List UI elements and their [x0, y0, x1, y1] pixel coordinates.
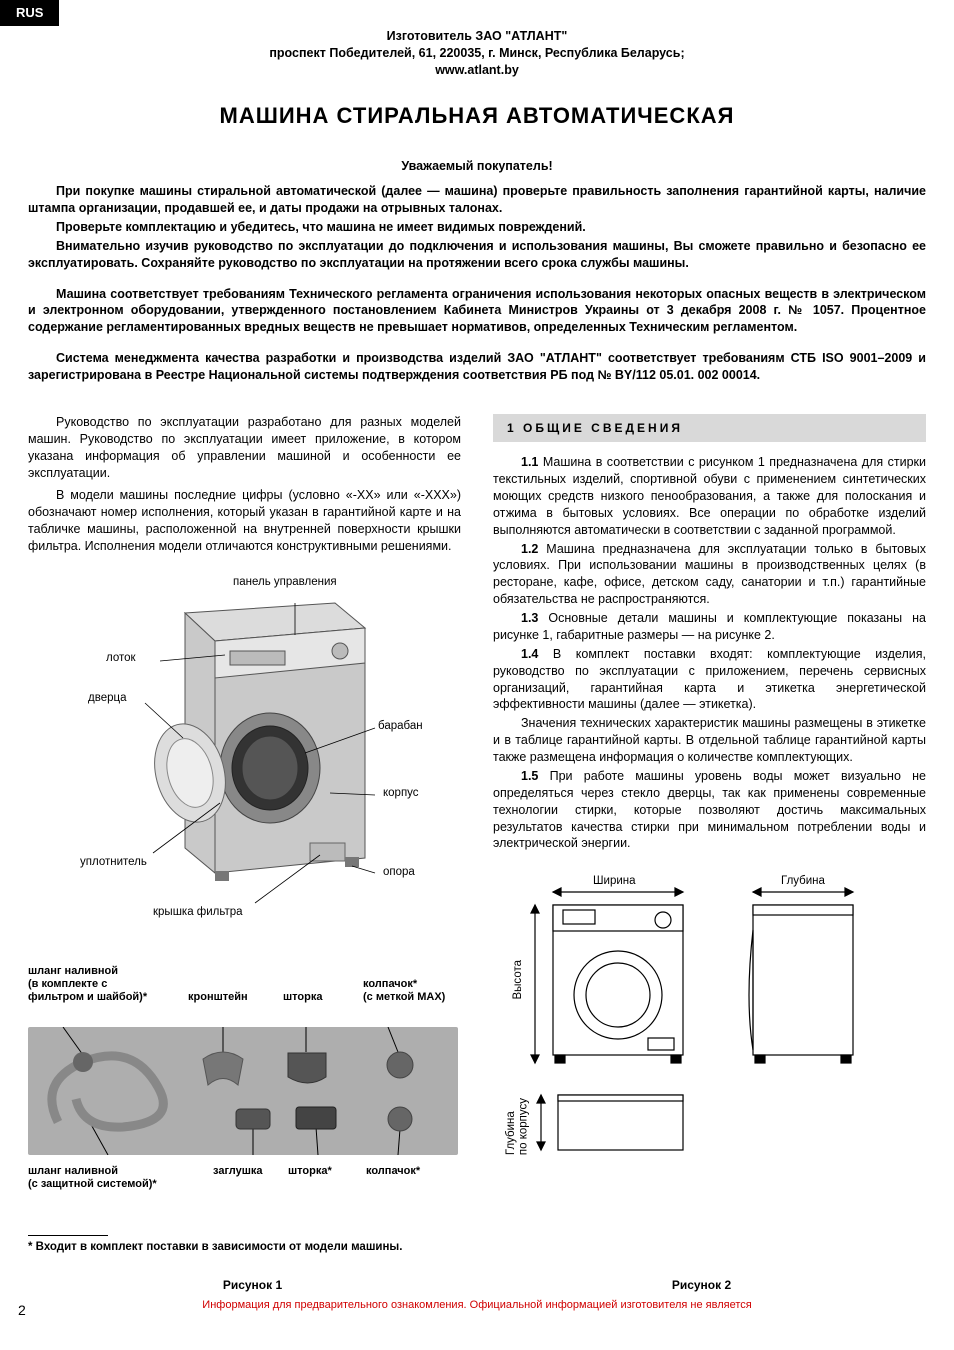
document-title: МАШИНА СТИРАЛЬНАЯ АВТОМАТИЧЕСКАЯ	[28, 101, 926, 131]
s1-p3: 1.3 Основные детали машины и комплектующ…	[493, 610, 926, 644]
label-tray: лоток	[106, 651, 136, 667]
intro-p1: При покупке машины стиральной автоматиче…	[28, 183, 926, 217]
dim-depth: Глубина	[781, 874, 825, 890]
d2-hose1-l3: фильтром и шайбой)*	[28, 991, 147, 1004]
d2-cap-l2: (с меткой MAX)	[363, 991, 445, 1004]
s1-p6-num: 1.5	[521, 769, 538, 783]
label-door: дверца	[88, 691, 126, 707]
salutation: Уважаемый покупатель!	[28, 158, 926, 175]
d2-plug: заглушка	[213, 1165, 263, 1178]
right-column: 1 ОБЩИЕ СВЕДЕНИЯ 1.1 Машина в соответств…	[493, 414, 926, 1256]
dim-depth-body-l1: Глубина	[505, 1111, 517, 1155]
s1-p4-num: 1.4	[521, 647, 538, 661]
s1-p3-text: Основные детали машины и комплектующие п…	[493, 611, 926, 642]
left-p2: В модели машины последние цифры (условно…	[28, 487, 461, 555]
d2-hose1-l1: шланг наливной	[28, 965, 147, 978]
s1-p6-text: При работе машины уровень воды может виз…	[493, 769, 926, 851]
intro-p3: Внимательно изучив руководство по эксплу…	[28, 238, 926, 272]
intro-block: При покупке машины стиральной автоматиче…	[28, 183, 926, 384]
left-column: Руководство по эксплуатации разработано …	[28, 414, 461, 1256]
s1-p4: 1.4 В комплект поставки входят: комплект…	[493, 646, 926, 714]
s1-p5: Значения технических характеристик машин…	[493, 715, 926, 766]
d2-cap2: колпачок*	[366, 1165, 420, 1178]
d2-curtain: шторка	[283, 991, 322, 1004]
label-seal: уплотнитель	[80, 855, 147, 871]
parts-photo-box	[28, 1027, 458, 1155]
d2-bracket: кронштейн	[188, 991, 248, 1004]
s1-p1: 1.1 Машина в соответствии с рисунком 1 п…	[493, 454, 926, 538]
label-panel: панель управления	[233, 575, 337, 591]
intro-p5: Система менеджмента качества разработки …	[28, 350, 926, 384]
d2-curtain2: шторка*	[288, 1165, 332, 1178]
d2-hose2-l2: (с защитной системой)*	[28, 1178, 157, 1191]
label-body: корпус	[383, 786, 419, 802]
manufacturer-line1: Изготовитель ЗАО "АТЛАНТ"	[28, 28, 926, 45]
parts-svg	[28, 1027, 458, 1155]
left-p1: Руководство по эксплуатации разработано …	[28, 414, 461, 482]
manufacturer-line3: www.atlant.by	[28, 62, 926, 79]
s1-p6: 1.5 При работе машины уровень воды может…	[493, 768, 926, 852]
label-drum: барабан	[378, 719, 423, 735]
diagram-1: панель управления лоток дверца барабан к…	[28, 573, 461, 943]
intro-p4: Машина соответствует требованиям Техниче…	[28, 286, 926, 337]
dimension-diagram: Ширина Глубина Высота Глубина по корпусу	[493, 880, 926, 1160]
language-tab: RUS	[0, 0, 59, 26]
dim-svg	[493, 880, 923, 1160]
s1-p1-num: 1.1	[521, 455, 538, 469]
diagram-2: шланг наливной (в комплекте с фильтром и…	[28, 965, 461, 1215]
s1-p2-text: Машина предназначена для эксплуатации то…	[493, 542, 926, 607]
intro-p2: Проверьте комплектацию и убедитесь, что …	[28, 219, 926, 236]
figure-2-caption: Рисунок 2	[477, 1277, 926, 1293]
d2-hose2-l1: шланг наливной	[28, 1165, 157, 1178]
dim-height: Высота	[511, 960, 527, 1000]
manufacturer-block: Изготовитель ЗАО "АТЛАНТ" проспект Побед…	[28, 0, 926, 79]
section-1-heading: 1 ОБЩИЕ СВЕДЕНИЯ	[493, 414, 926, 442]
label-support: опора	[383, 865, 415, 881]
label-filter-cover: крышка фильтра	[153, 905, 243, 921]
d2-hose1-l2: (в комплекте с	[28, 978, 147, 991]
manufacturer-line2: проспект Победителей, 61, 220035, г. Мин…	[28, 45, 926, 62]
figure-caption-row: Рисунок 1 Рисунок 2	[28, 1277, 926, 1293]
s1-p4-text: В комплект поставки входят: комплектующи…	[493, 647, 926, 712]
dim-width: Ширина	[593, 874, 636, 890]
s1-p1-text: Машина в соответствии с рисунком 1 предн…	[493, 455, 926, 537]
s1-p2: 1.2 Машина предназначена для эксплуатаци…	[493, 541, 926, 609]
disclaimer: Информация для предварительного ознакомл…	[28, 1298, 926, 1313]
s1-p3-num: 1.3	[521, 611, 538, 625]
footnote: * Входит в комплект поставки в зависимос…	[28, 1240, 461, 1256]
d2-cap-l1: колпачок*	[363, 978, 445, 991]
s1-p2-num: 1.2	[521, 542, 538, 556]
page-number: 2	[18, 1301, 26, 1320]
footnote-rule	[28, 1235, 108, 1236]
dim-depth-body-l2: по корпусу	[518, 1098, 530, 1155]
figure-1-caption: Рисунок 1	[28, 1277, 477, 1293]
